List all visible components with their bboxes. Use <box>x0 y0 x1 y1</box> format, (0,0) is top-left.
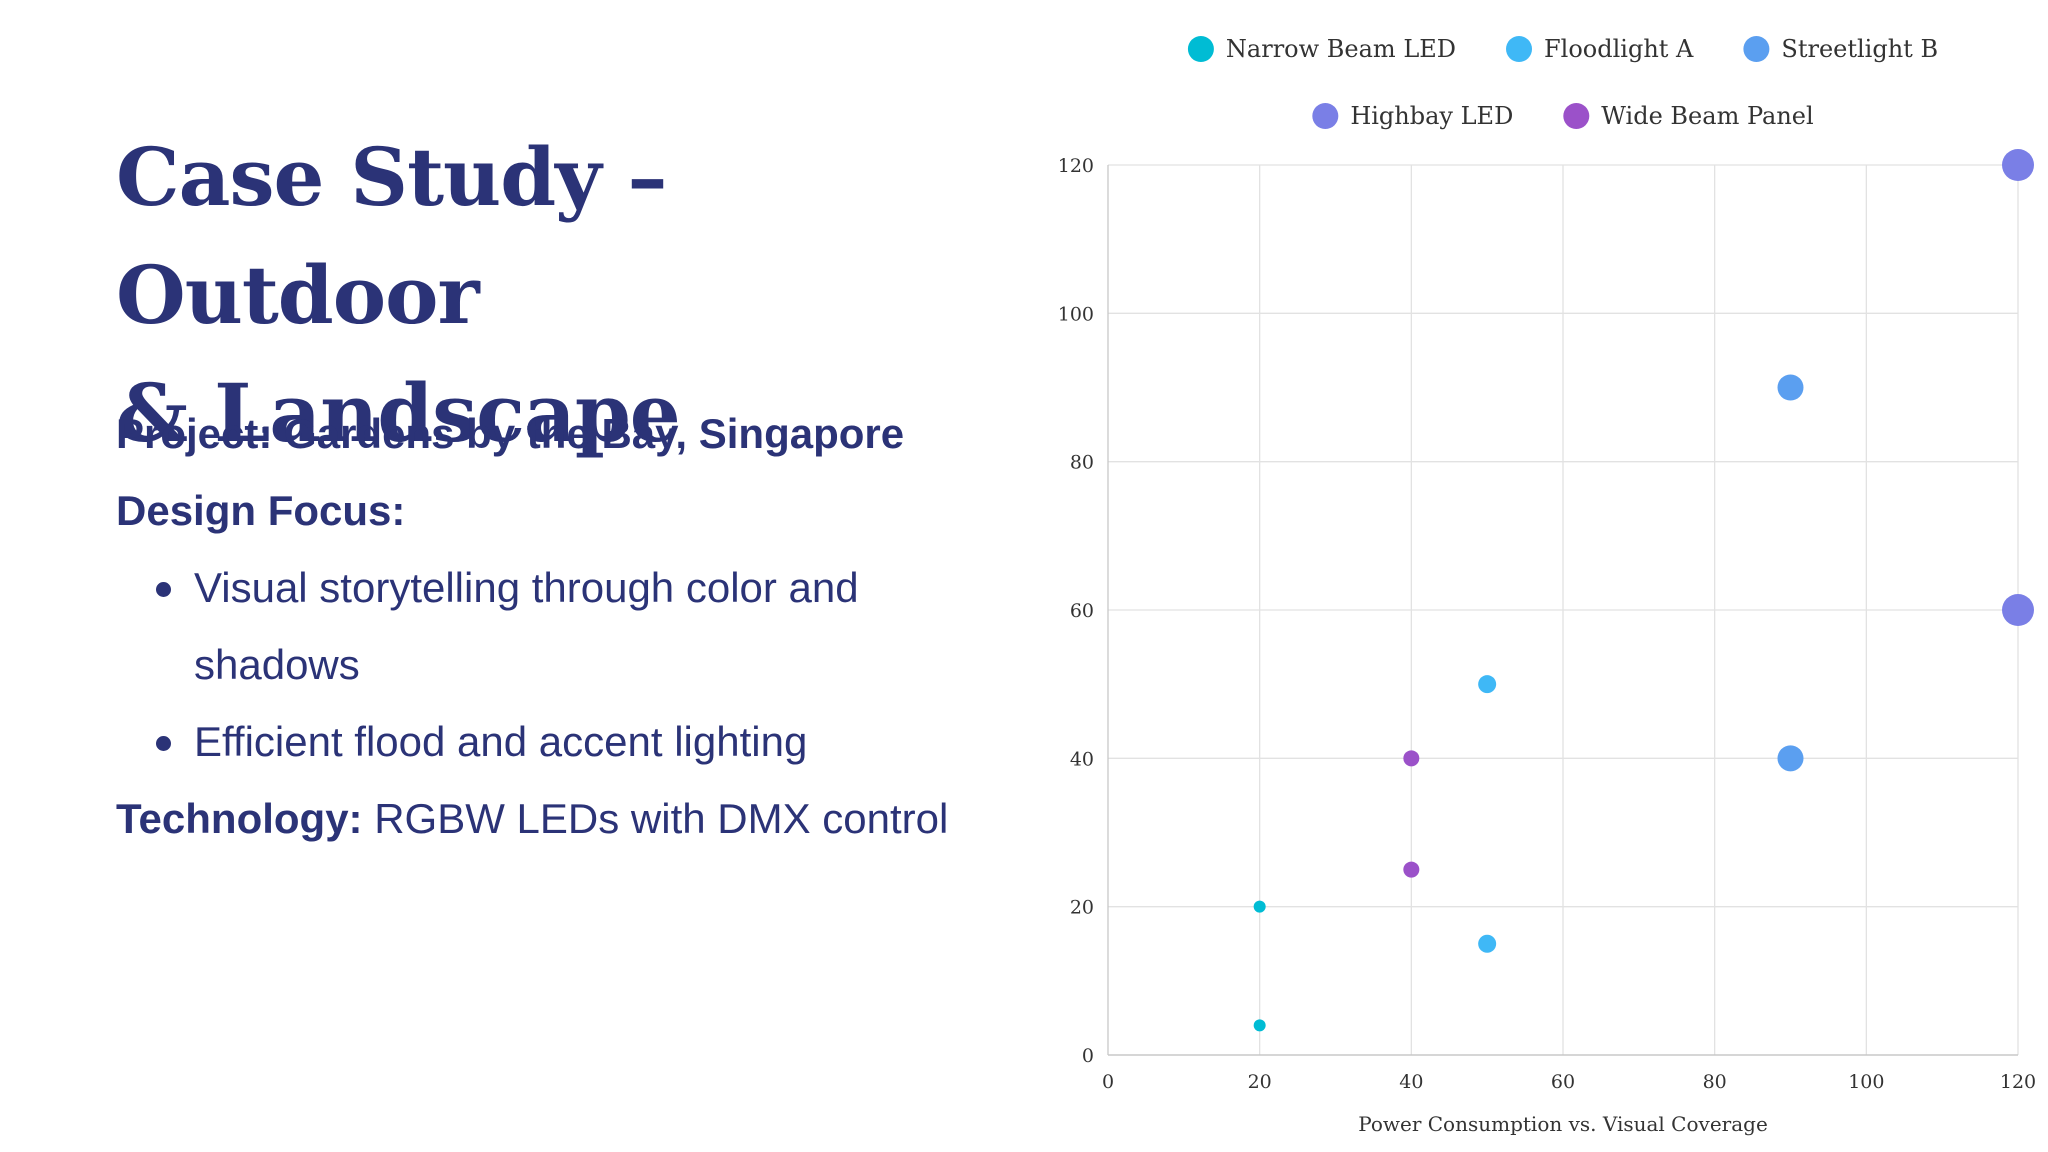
legend-marker-icon <box>1312 103 1339 129</box>
data-point <box>1478 934 1497 953</box>
technology-value: RGBW LEDs with DMX control <box>362 795 949 842</box>
chart-grid <box>1108 164 2019 1055</box>
design-focus-heading: Design Focus: <box>116 487 406 534</box>
data-point <box>1478 675 1497 694</box>
bullet-dot-icon <box>156 736 171 751</box>
data-point <box>1253 900 1266 913</box>
legend-item[interactable]: Streetlight B <box>1743 35 1938 63</box>
legend-marker-icon <box>1506 36 1533 62</box>
data-point <box>2002 594 2034 626</box>
chart-points <box>1253 149 2034 1032</box>
legend-label: Wide Beam Panel <box>1601 102 1813 130</box>
legend-label: Floodlight A <box>1544 35 1694 63</box>
y-tick-label: 80 <box>1070 452 1094 474</box>
slide-title-line1: Case Study – Outdoor <box>116 130 667 342</box>
slide-title-line2: & Landscape <box>116 366 681 460</box>
x-tick-label: 120 <box>2000 1071 2036 1093</box>
y-tick-label: 100 <box>1058 303 1094 325</box>
x-tick-label: 20 <box>1248 1071 1272 1093</box>
x-axis-title: Power Consumption vs. Visual Coverage <box>1358 1112 1768 1136</box>
legend-item[interactable]: Highbay LED <box>1312 102 1513 130</box>
design-focus-item-text: Efficient flood and accent lighting <box>194 718 808 765</box>
y-tick-label: 0 <box>1082 1045 1094 1067</box>
y-tick-label: 40 <box>1070 748 1094 770</box>
legend-row: Narrow Beam LED Floodlight A Streetlight B <box>1187 35 1938 63</box>
y-tick-label: 60 <box>1070 600 1094 622</box>
slide-title: Case Study – Outdoor & Landscape <box>116 118 1036 472</box>
design-focus-item: Visual storytelling through color and sh… <box>116 549 1016 703</box>
y-tick-label: 20 <box>1070 897 1094 919</box>
legend-item[interactable]: Wide Beam Panel <box>1563 102 1814 130</box>
legend-marker-icon <box>1743 36 1770 62</box>
technology-line: Technology: RGBW LEDs with DMX control <box>116 780 1016 857</box>
data-point <box>1777 745 1804 772</box>
x-tick-label: 100 <box>1848 1071 1884 1093</box>
data-point <box>1253 1019 1266 1032</box>
design-focus-item: Efficient flood and accent lighting <box>116 703 1016 780</box>
x-tick-label: 80 <box>1703 1071 1727 1093</box>
legend-marker-icon <box>1563 103 1590 129</box>
chart-axes: 0 20 40 60 80 100 120 0 20 40 60 80 100 120 <box>1058 155 2036 1093</box>
data-point <box>1403 750 1420 767</box>
x-tick-label: 60 <box>1551 1071 1575 1093</box>
data-point <box>2002 149 2034 181</box>
legend-marker-icon <box>1187 36 1214 62</box>
legend-label: Streetlight B <box>1781 35 1938 63</box>
chart-legend[interactable]: Narrow Beam LED Floodlight A Streetlight B… <box>1187 35 1938 130</box>
data-point <box>1403 861 1420 878</box>
legend-item[interactable]: Narrow Beam LED <box>1187 35 1456 63</box>
legend-label: Highbay LED <box>1350 102 1513 130</box>
project-heading: Project: Gardens by the Bay, Singapore <box>116 410 905 457</box>
technology-label: Technology: <box>116 795 363 842</box>
design-focus-list: Visual storytelling through color and sh… <box>116 549 1016 780</box>
bullet-dot-icon <box>156 582 171 597</box>
x-tick-label: 0 <box>1102 1071 1114 1093</box>
y-tick-label: 120 <box>1058 155 1094 177</box>
legend-item[interactable]: Floodlight A <box>1506 35 1694 63</box>
data-point <box>1777 374 1804 401</box>
x-tick-label: 40 <box>1399 1071 1423 1093</box>
legend-row: Highbay LED Wide Beam Panel <box>1312 102 1814 130</box>
design-focus-item-text: Visual storytelling through color and sh… <box>194 564 859 688</box>
legend-label: Narrow Beam LED <box>1226 35 1456 63</box>
slide-body: Project: Gardens by the Bay, Singapore D… <box>116 395 1016 857</box>
